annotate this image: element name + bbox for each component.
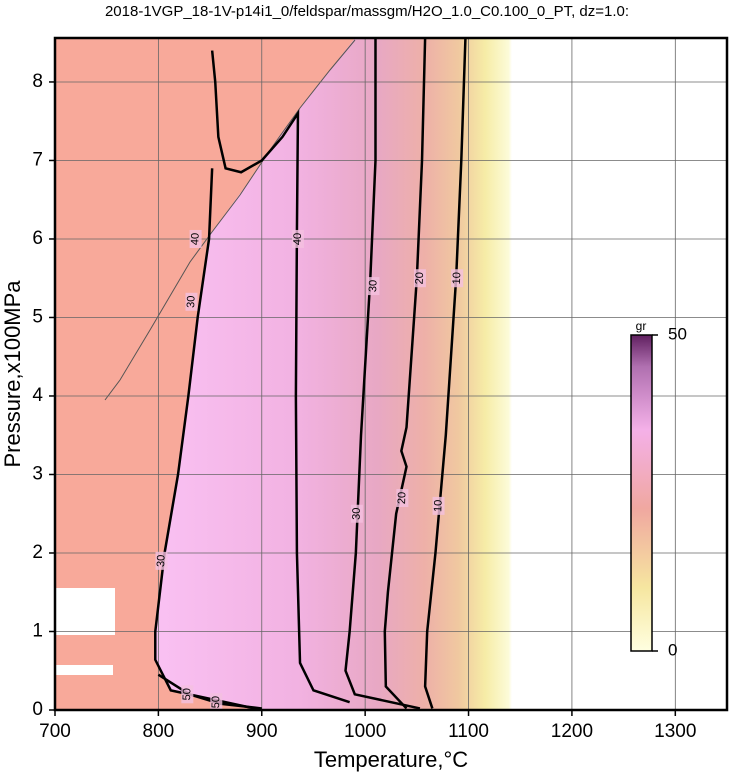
contour-label-bg [432,496,445,515]
contour-label-bg [451,269,464,288]
contour-label-bg [413,269,426,288]
y-tick-label: 7 [32,149,43,170]
contour-label-bg [155,551,168,570]
contour-label-bg [181,685,194,704]
y-tick-label: 6 [32,228,43,249]
x-tick-label: 1100 [448,721,489,742]
colorbar-tick-label: 50 [668,324,687,343]
contour-line [210,50,351,704]
y-tick-label: 3 [32,464,43,485]
blank [55,665,113,675]
contour-line [344,38,421,710]
blank [55,588,115,635]
y-tick-label: 8 [32,71,43,92]
y-tick-label: 4 [32,385,43,406]
contour-label: 20 [396,492,408,505]
x-tick-label: 800 [143,721,175,742]
contour-label: 40 [189,233,201,246]
contour-line [383,37,427,710]
x-tick-label: 900 [246,721,278,742]
y-tick-label: 0 [32,699,43,720]
phase-boundary [104,39,356,401]
y-tick-label: 5 [32,306,43,327]
y-axis-label: Pressure,x100MPa [0,280,25,468]
y-tick-label: 2 [32,542,43,563]
contour-label: 50 [210,696,222,709]
contour-label: 30 [185,295,197,308]
contour-label: 40 [292,233,304,246]
contour-label-bg [396,489,409,508]
contour-label-bg [185,292,198,311]
contour-label: 30 [367,280,379,293]
contour-label-bg [189,229,202,248]
colorbar-label: gr [636,319,647,333]
x-tick-label: 1300 [654,721,696,742]
x-tick-label: 700 [39,721,71,742]
colorbar [630,334,653,652]
contour-label-bg [291,229,304,248]
contour-label-bg [210,693,223,712]
colorbar-tick-label: 0 [668,640,677,659]
contour-label: 10 [432,500,444,513]
contour-line [157,673,262,710]
contour-label-bg [350,504,363,523]
x-tick-label: 1200 [551,721,593,742]
plot-frame [53,36,729,712]
contour-label: 30 [351,507,363,520]
contour-label: 50 [181,688,193,701]
x-axis-label: Temperature,°C [314,747,468,772]
x-tick-label: 1000 [344,721,386,742]
chart-title: 2018-1VGP_18-1V-p14i1_0/feldspar/massgm/… [105,3,629,20]
contour-label: 10 [451,272,463,285]
y-tick-label: 1 [32,621,43,642]
contour-label: 30 [155,555,167,568]
phase-region [55,38,355,710]
contour-label-bg [367,277,380,296]
contour-label: 20 [414,272,426,285]
contour-line [154,168,263,712]
contour-line [423,37,467,709]
